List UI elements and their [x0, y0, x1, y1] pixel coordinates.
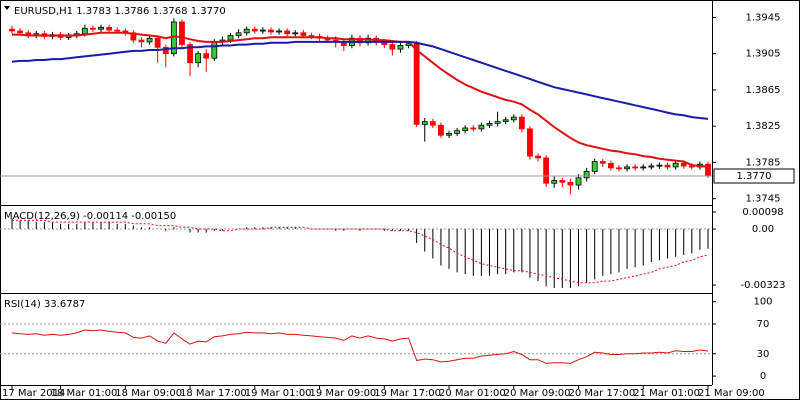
y-tick-label: 0.00 — [752, 224, 774, 235]
x-tick-label: 18 Mar 09:00 — [115, 388, 182, 399]
candle-body — [397, 45, 404, 50]
x-tick-label: 20 Mar 09:00 — [504, 388, 571, 399]
y-tick-label: 1.3785 — [746, 157, 781, 168]
candle-body — [413, 43, 420, 125]
x-tick-label: 21 Mar 01:00 — [633, 388, 700, 399]
x-tick-label: 17 Mar 2014 — [2, 388, 65, 399]
candle-body — [543, 157, 550, 184]
candle-body — [599, 161, 606, 164]
moving-average — [12, 31, 709, 168]
candle-body — [429, 121, 436, 126]
candle-body — [607, 162, 614, 169]
candle-body — [664, 164, 671, 168]
candle-body — [640, 166, 647, 169]
candle-body — [510, 116, 517, 121]
current-price-label: 1.3770 — [737, 171, 772, 182]
symbol-menu-arrow[interactable] — [4, 6, 10, 10]
current-price-box — [713, 168, 795, 184]
candle-body — [518, 116, 525, 130]
candle-body — [211, 41, 218, 59]
panel-title: MACD(12,26,9) -0.00114 -0.00150 — [4, 211, 176, 222]
candle-body — [527, 128, 533, 157]
candle-body — [535, 155, 541, 159]
candle-body — [154, 37, 161, 48]
moving-average — [11, 40, 709, 120]
candle-body — [454, 130, 461, 134]
candle-body — [187, 44, 193, 64]
candle-body — [259, 29, 266, 32]
candle-body — [648, 165, 655, 168]
y-tick-label: 1.3745 — [746, 194, 781, 205]
candle-body — [421, 121, 428, 125]
candle-body — [162, 46, 169, 55]
candle-body — [138, 39, 145, 43]
candle-body — [179, 21, 185, 45]
candle-body — [300, 32, 307, 36]
candle-body — [9, 28, 15, 32]
candle-body — [616, 167, 622, 170]
candle-body — [114, 29, 121, 32]
candle-body — [227, 35, 234, 41]
y-tick-label: 0.00098 — [742, 207, 783, 218]
y-tick-label: 1.3905 — [746, 49, 781, 60]
candle-body — [276, 30, 282, 33]
candle-body — [624, 166, 630, 170]
y-tick-label: 1.3825 — [746, 121, 781, 132]
candle-body — [195, 53, 202, 64]
candle-body — [90, 27, 96, 30]
candle-body — [478, 124, 485, 130]
y-tick-label: 0 — [760, 371, 766, 382]
candle-body — [203, 53, 210, 59]
y-tick-label: -0.00323 — [741, 280, 786, 291]
candle-body — [591, 161, 598, 172]
candle-body — [551, 180, 558, 184]
candle-body — [656, 164, 663, 167]
candle-body — [502, 119, 509, 123]
x-tick-label: 21 Mar 09:00 — [698, 388, 765, 399]
candle-body — [446, 133, 452, 136]
y-tick-label: 1.3945 — [746, 12, 781, 23]
candle-body — [284, 30, 291, 35]
y-tick-label: 100 — [753, 297, 772, 308]
candle-body — [575, 177, 582, 186]
candle-body — [251, 28, 258, 32]
panel-title: RSI(14) 33.6787 — [4, 299, 85, 310]
signal-line — [12, 219, 709, 284]
candle-body — [146, 37, 153, 43]
candle-body — [567, 181, 574, 186]
y-tick-label: 30 — [757, 349, 770, 360]
x-tick-label: 20 Mar 01:00 — [439, 388, 506, 399]
candle-body — [17, 30, 23, 34]
candle-body — [583, 171, 590, 179]
candle-body — [389, 44, 396, 50]
x-tick-label: 18 Mar 17:00 — [180, 388, 247, 399]
candle-body — [486, 123, 493, 126]
candle-body — [292, 32, 299, 35]
candle-body — [462, 127, 469, 132]
candle-body — [470, 127, 477, 130]
candle-body — [680, 162, 687, 167]
candle-body — [438, 124, 444, 136]
x-tick-label: 19 Mar 09:00 — [310, 388, 377, 399]
x-tick-label: 20 Mar 17:00 — [569, 388, 636, 399]
rsi-line — [11, 329, 709, 364]
candle-body — [235, 32, 242, 36]
x-tick-label: 19 Mar 17:00 — [374, 388, 441, 399]
candle-body — [672, 162, 679, 168]
candle-body — [494, 121, 501, 124]
candle-body — [268, 29, 274, 33]
panel-title: EURUSD,H1 1.3783 1.3786 1.3768 1.3770 — [14, 6, 226, 17]
candle-body — [81, 27, 88, 35]
y-tick-label: 70 — [757, 319, 770, 330]
candle-body — [559, 180, 566, 183]
x-tick-label: 18 Mar 01:00 — [51, 388, 118, 399]
candle-body — [106, 26, 113, 31]
y-tick-label: 1.3865 — [746, 85, 781, 96]
candle-body — [98, 26, 104, 30]
x-tick-label: 19 Mar 01:00 — [245, 388, 312, 399]
candle-body — [243, 28, 250, 34]
candle-body — [632, 166, 639, 169]
